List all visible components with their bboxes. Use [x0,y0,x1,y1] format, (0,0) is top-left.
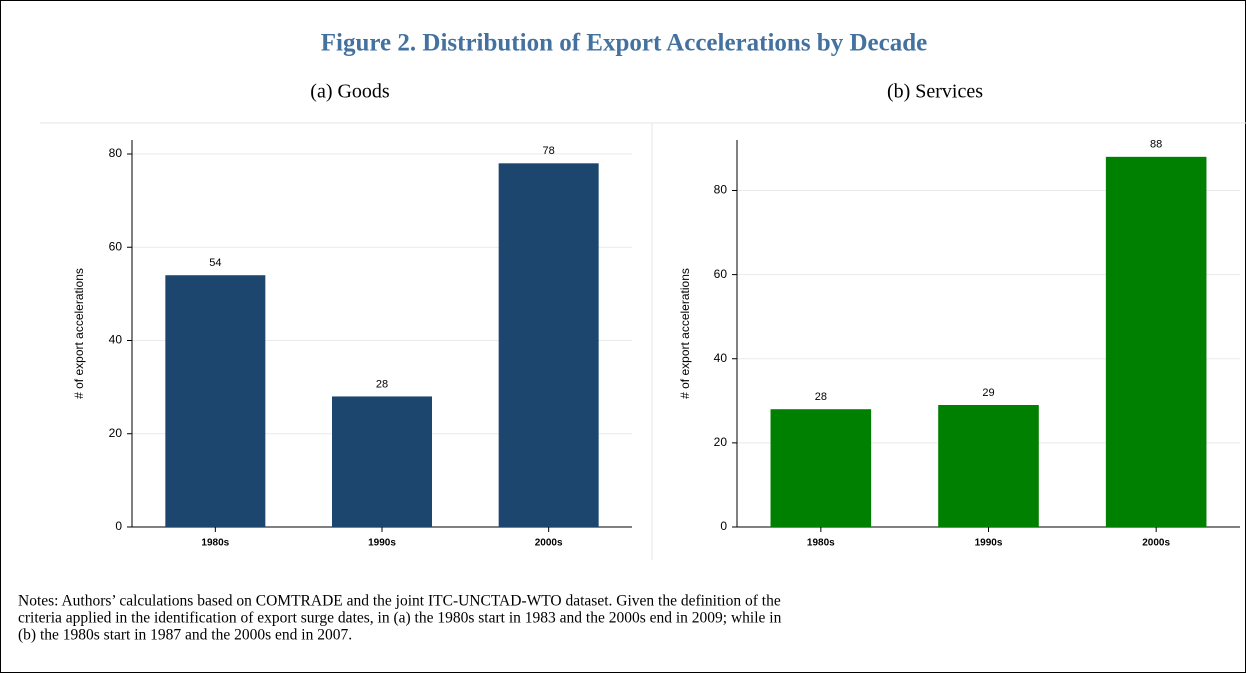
notes-line: criteria applied in the identification o… [18,610,782,627]
x-tick-label: 1980s [807,538,835,549]
bar [1105,156,1207,527]
y-axis-label: # of export accelerations [678,268,692,399]
y-tick-label: 60 [109,239,123,253]
y-tick-label: 0 [115,519,122,533]
y-tick-label: 60 [714,267,728,281]
value-label: 54 [209,257,221,269]
x-tick-label: 1990s [368,538,396,549]
x-tick-label: 1980s [201,538,229,549]
value-label: 88 [1150,139,1162,151]
value-label: 28 [376,378,388,390]
notes-line: (b) the 1980s start in 1987 and the 2000… [18,627,352,644]
y-tick-label: 80 [109,146,123,160]
y-tick-label: 20 [109,426,123,440]
y-tick-label: 40 [714,351,728,365]
y-tick-label: 80 [714,183,728,197]
bar [332,396,432,527]
notes-line: Notes: Authors’ calculations based on CO… [18,593,781,610]
panel-title: (a) Goods [310,81,390,103]
y-axis-label: # of export accelerations [72,268,86,399]
figure-title: Figure 2. Distribution of Export Acceler… [321,30,927,57]
panel-title: (b) Services [887,81,983,103]
bar [938,405,1039,527]
y-tick-label: 20 [714,435,728,449]
value-label: 28 [815,391,827,403]
x-tick-label: 1990s [975,538,1003,549]
value-label: 78 [543,145,555,157]
bar [498,163,599,528]
bar [165,275,266,527]
y-tick-label: 0 [720,519,727,533]
x-tick-label: 2000s [535,538,563,549]
value-label: 29 [982,387,994,399]
bar [770,409,872,527]
x-tick-label: 2000s [1142,538,1170,549]
y-tick-label: 40 [109,333,123,347]
